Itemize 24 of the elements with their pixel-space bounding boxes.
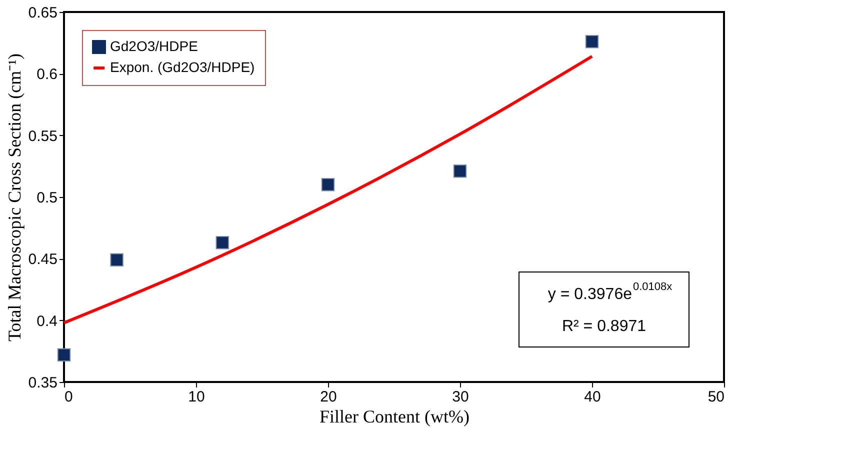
y-tick-label: 0.5: [36, 190, 58, 206]
y-tick-label: 0.35: [28, 374, 58, 392]
x-tick-label: 10: [188, 388, 205, 406]
x-tick-label: 20: [320, 388, 337, 406]
annotation: R² = 0.8971: [562, 318, 646, 335]
x-tick-label: 30: [452, 388, 469, 406]
legend-label: Expon. (Gd2O3/HDPE): [110, 59, 255, 75]
point: [110, 253, 124, 267]
point: [453, 164, 467, 178]
x-axis-title: Filler Content (wt%): [320, 406, 470, 426]
x-tick-label: 50: [708, 388, 724, 406]
legend-label: Gd2O3/HDPE: [110, 38, 198, 54]
x-tick-label: 0: [64, 388, 73, 406]
y-tick-label: 0.6: [36, 66, 58, 84]
y-tick-label: 0.4: [36, 312, 58, 330]
point: [216, 236, 230, 250]
point: [57, 348, 71, 362]
y-tick-label: 0.65: [28, 4, 58, 22]
y-tick-label: 0.45: [28, 251, 58, 268]
y-tick-label: 0.55: [28, 128, 58, 145]
y-axis-title: Total Macroscopic Cross Section (cm⁻¹): [4, 53, 24, 342]
x-tick-label: 40: [584, 388, 601, 406]
point: [321, 178, 335, 192]
point: [585, 34, 599, 48]
